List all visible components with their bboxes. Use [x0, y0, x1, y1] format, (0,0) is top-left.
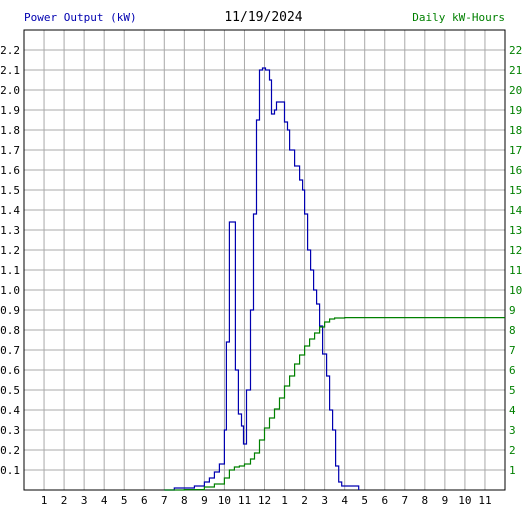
right-tick-label: 14	[509, 204, 523, 217]
x-tick-label: 2	[61, 494, 68, 507]
right-tick-label: 9	[509, 304, 516, 317]
left-tick-label: 1.7	[0, 144, 20, 157]
x-tick-label: 4	[341, 494, 348, 507]
right-tick-label: 15	[509, 184, 522, 197]
chart-date-title: 11/19/2024	[224, 10, 303, 25]
x-tick-label: 3	[321, 494, 328, 507]
left-tick-label: 0.5	[0, 384, 20, 397]
right-tick-label: 12	[509, 244, 522, 257]
left-tick-label: 1.3	[0, 224, 20, 237]
daily-kwh-line	[164, 317, 505, 491]
left-axis-title: Power Output (kW)	[24, 11, 137, 24]
x-tick-label: 8	[181, 494, 188, 507]
x-tick-label: 12	[258, 494, 271, 507]
right-tick-label: 19	[509, 104, 522, 117]
x-tick-label: 4	[101, 494, 108, 507]
left-tick-label: 0.3	[0, 424, 20, 437]
right-tick-label: 3	[509, 424, 516, 437]
x-tick-label: 11	[238, 494, 251, 507]
x-tick-label: 6	[141, 494, 148, 507]
left-tick-label: 1.2	[0, 244, 20, 257]
right-tick-label: 11	[509, 264, 522, 277]
plot-border	[23, 29, 506, 491]
left-tick-label: 2.2	[0, 44, 20, 57]
right-tick-label: 7	[509, 344, 516, 357]
x-tick-label: 10	[458, 494, 471, 507]
right-tick-label: 10	[509, 284, 522, 297]
x-tick-label: 7	[401, 494, 408, 507]
x-tick-label: 3	[81, 494, 88, 507]
right-tick-label: 2	[509, 444, 516, 457]
left-tick-label: 0.1	[0, 464, 20, 477]
right-tick-label: 21	[509, 64, 522, 77]
left-tick-label: 0.4	[0, 404, 20, 417]
left-tick-label: 1.4	[0, 204, 20, 217]
left-tick-label: 0.9	[0, 304, 20, 317]
right-tick-label: 13	[509, 224, 522, 237]
right-tick-label: 5	[509, 384, 516, 397]
left-tick-label: 2.0	[0, 84, 20, 97]
left-tick-label: 0.2	[0, 444, 20, 457]
right-tick-label: 22	[509, 44, 522, 57]
left-tick-label: 1.1	[0, 264, 20, 277]
right-tick-label: 6	[509, 364, 516, 377]
x-tick-label: 6	[381, 494, 388, 507]
right-tick-label: 4	[509, 404, 516, 417]
x-tick-label: 7	[161, 494, 168, 507]
x-tick-label: 9	[442, 494, 449, 507]
left-tick-label: 0.7	[0, 344, 20, 357]
right-tick-label: 17	[509, 144, 522, 157]
left-tick-label: 1.6	[0, 164, 20, 177]
x-tick-label: 11	[478, 494, 491, 507]
left-tick-label: 1.8	[0, 124, 20, 137]
right-tick-label: 16	[509, 164, 522, 177]
x-tick-label: 10	[218, 494, 231, 507]
right-tick-label: 18	[509, 124, 522, 137]
x-tick-label: 9	[201, 494, 208, 507]
left-tick-label: 1.5	[0, 184, 20, 197]
right-tick-label: 1	[509, 464, 516, 477]
left-tick-label: 0.6	[0, 364, 20, 377]
x-tick-label: 1	[41, 494, 48, 507]
left-tick-label: 1.0	[0, 284, 20, 297]
left-tick-label: 2.1	[0, 64, 20, 77]
left-tick-label: 1.9	[0, 104, 20, 117]
x-tick-label: 5	[121, 494, 128, 507]
right-tick-label: 8	[509, 324, 516, 337]
right-axis-title: Daily kW-Hours	[412, 11, 505, 24]
x-tick-label: 8	[422, 494, 429, 507]
right-tick-label: 20	[509, 84, 522, 97]
x-tick-label: 5	[361, 494, 368, 507]
power-output-line	[164, 67, 360, 491]
x-tick-label: 2	[301, 494, 308, 507]
left-tick-label: 0.8	[0, 324, 20, 337]
x-tick-label: 1	[281, 494, 288, 507]
